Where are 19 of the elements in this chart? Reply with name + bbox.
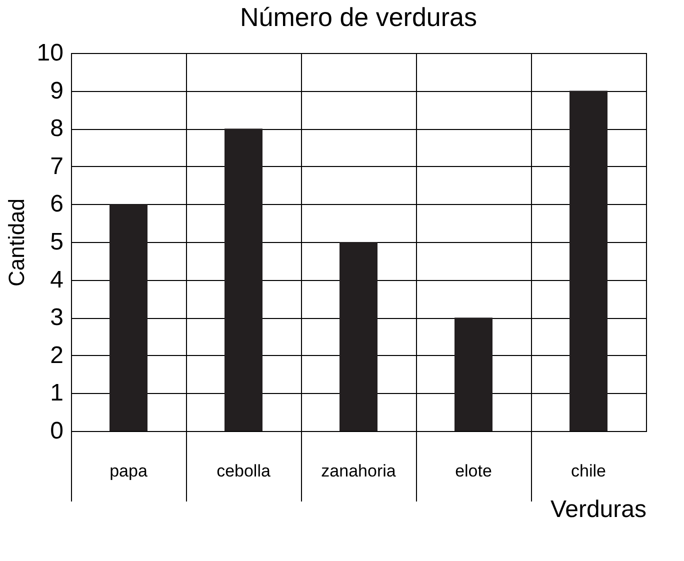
- x-tick-label: chile: [571, 462, 606, 480]
- y-tick-label: 5: [50, 228, 64, 256]
- y-tick-label: 3: [50, 304, 64, 332]
- chart-title: Número de verduras: [240, 2, 477, 32]
- y-tick-label: 10: [36, 40, 64, 66]
- y-tick-label: 7: [50, 152, 64, 180]
- x-tick-label: cebolla: [216, 462, 271, 480]
- y-tick-label: 4: [50, 266, 64, 294]
- y-tick-label: 2: [50, 342, 64, 369]
- x-tick-label: elote: [455, 462, 492, 480]
- y-tick-label: 1: [50, 380, 64, 407]
- y-tick-label: 9: [50, 77, 64, 104]
- y-tick-label: 6: [50, 190, 64, 218]
- y-tick-label: 8: [50, 115, 64, 142]
- y-tick-label: 0: [50, 418, 64, 444]
- x-axis-title: Verduras: [550, 496, 646, 523]
- x-tick-label: zanahoria: [321, 462, 396, 480]
- y-axis-title: Cantidad: [4, 198, 29, 287]
- x-tick-label: papa: [110, 462, 148, 480]
